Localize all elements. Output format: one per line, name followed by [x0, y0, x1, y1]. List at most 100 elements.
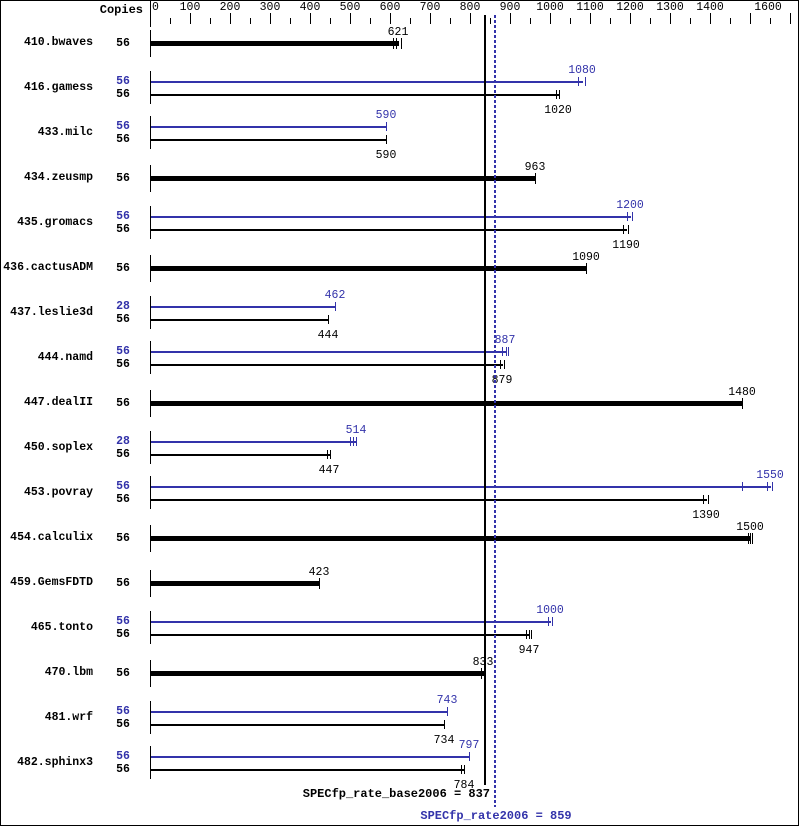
benchmark-name: 454.calculix	[10, 531, 93, 544]
run-spread-tick	[393, 37, 394, 49]
result-bar	[151, 93, 559, 96]
bar-value-label: 447	[318, 464, 340, 477]
axis-major-tick	[670, 13, 671, 24]
bar-value-label: 1020	[544, 104, 572, 117]
copies-value: 56	[116, 531, 130, 545]
axis-tick-label: 100	[179, 1, 201, 14]
benchmark-name: 410.bwaves	[23, 36, 93, 49]
result-bar	[151, 755, 470, 758]
run-spread-tick	[350, 437, 351, 446]
axis-tick-label: 800	[459, 1, 481, 14]
run-spread-tick	[396, 37, 397, 49]
zero-baseline-tick	[150, 659, 151, 687]
axis-major-tick	[550, 13, 551, 24]
axis-minor-tick	[330, 18, 331, 24]
result-bar	[151, 768, 465, 771]
result-bar	[151, 723, 445, 726]
zero-baseline-tick	[150, 746, 151, 779]
axis-major-tick	[790, 13, 791, 24]
axis-minor-tick	[490, 18, 491, 24]
run-spread-tick	[703, 495, 704, 504]
axis-major-tick	[470, 13, 471, 24]
zero-baseline-tick	[150, 524, 151, 552]
axis-tick-label: 1200	[616, 1, 644, 14]
axis-minor-tick	[290, 18, 291, 24]
copies-value: 56	[116, 88, 130, 101]
axis-tick-label: 700	[419, 1, 441, 14]
bar-value-label: 1090	[572, 250, 600, 264]
axis-tick-label: 200	[219, 1, 241, 14]
copies-value: 56	[116, 628, 130, 641]
benchmark-name: 444.namd	[37, 351, 93, 364]
run-spread-tick	[586, 262, 587, 274]
axis-major-tick	[630, 13, 631, 24]
copies-value: 56	[116, 750, 130, 763]
zero-baseline-tick	[150, 206, 151, 239]
axis-tick-label: 400	[299, 1, 321, 14]
run-spread-tick	[401, 37, 402, 49]
axis-major-tick	[710, 13, 711, 24]
axis-major-tick	[590, 13, 591, 24]
copies-value: 56	[116, 448, 130, 461]
zero-baseline-tick	[150, 29, 151, 57]
bar-value-label: 963	[524, 160, 546, 174]
benchmark-name: 434.zeusmp	[23, 171, 93, 184]
result-bar	[151, 228, 627, 231]
result-bar	[151, 215, 631, 218]
result-bar	[151, 440, 357, 443]
axis-tick-label: 900	[499, 1, 521, 14]
run-spread-tick	[526, 630, 527, 639]
bar-value-label: 734	[433, 734, 455, 747]
result-bar	[151, 305, 336, 308]
base-reference-line	[484, 15, 486, 785]
run-spread-tick	[623, 225, 624, 234]
run-spread-tick	[578, 77, 579, 86]
run-spread-tick	[531, 630, 532, 639]
run-spread-tick	[506, 347, 507, 356]
axis-major-tick	[510, 13, 511, 24]
run-spread-tick	[481, 667, 482, 679]
axis-tick-label: 0	[152, 1, 159, 14]
zero-baseline-tick	[150, 569, 151, 597]
copies-value: 56	[116, 36, 130, 50]
result-bar	[151, 138, 387, 141]
result-bar	[151, 80, 583, 83]
result-bar	[151, 265, 587, 271]
bar-value-label: 423	[308, 565, 330, 579]
run-spread-tick	[464, 765, 465, 774]
axis-minor-tick	[450, 18, 451, 24]
result-bar	[151, 633, 530, 636]
axis-tick-label: 600	[379, 1, 401, 14]
axis-minor-tick	[370, 18, 371, 24]
benchmark-name: 436.cactusADM	[3, 261, 93, 274]
bar-value-label: 743	[436, 694, 458, 707]
zero-baseline-tick	[150, 389, 151, 417]
bar-value-label: 833	[472, 655, 494, 669]
result-bar	[151, 363, 503, 366]
run-spread-tick	[750, 532, 751, 544]
axis-tick-label: 1000	[536, 1, 564, 14]
benchmark-name: 459.GemsFDTD	[10, 576, 93, 589]
benchmark-name: 465.tonto	[30, 621, 93, 634]
run-spread-tick	[548, 617, 549, 626]
copies-value: 56	[116, 75, 130, 88]
run-spread-tick	[529, 630, 530, 639]
copies-value: 56	[116, 345, 130, 358]
run-spread-tick	[500, 360, 501, 369]
copies-value: 56	[116, 718, 130, 731]
result-bar	[151, 710, 448, 713]
result-bar	[151, 125, 387, 128]
bar-value-label: 784	[453, 779, 475, 792]
run-spread-tick	[327, 450, 328, 459]
bar-value-label: 947	[518, 644, 540, 657]
bar-value-label: 590	[375, 109, 397, 122]
benchmark-name: 437.leslie3d	[10, 306, 93, 319]
run-spread-tick	[535, 172, 536, 184]
run-spread-tick	[469, 752, 470, 761]
copies-value: 56	[116, 480, 130, 493]
result-bar	[151, 175, 536, 181]
benchmark-name: 481.wrf	[44, 711, 93, 724]
peak-summary-label: SPECfp_rate2006 = 859	[420, 809, 572, 823]
bar-value-label: 797	[458, 739, 480, 752]
